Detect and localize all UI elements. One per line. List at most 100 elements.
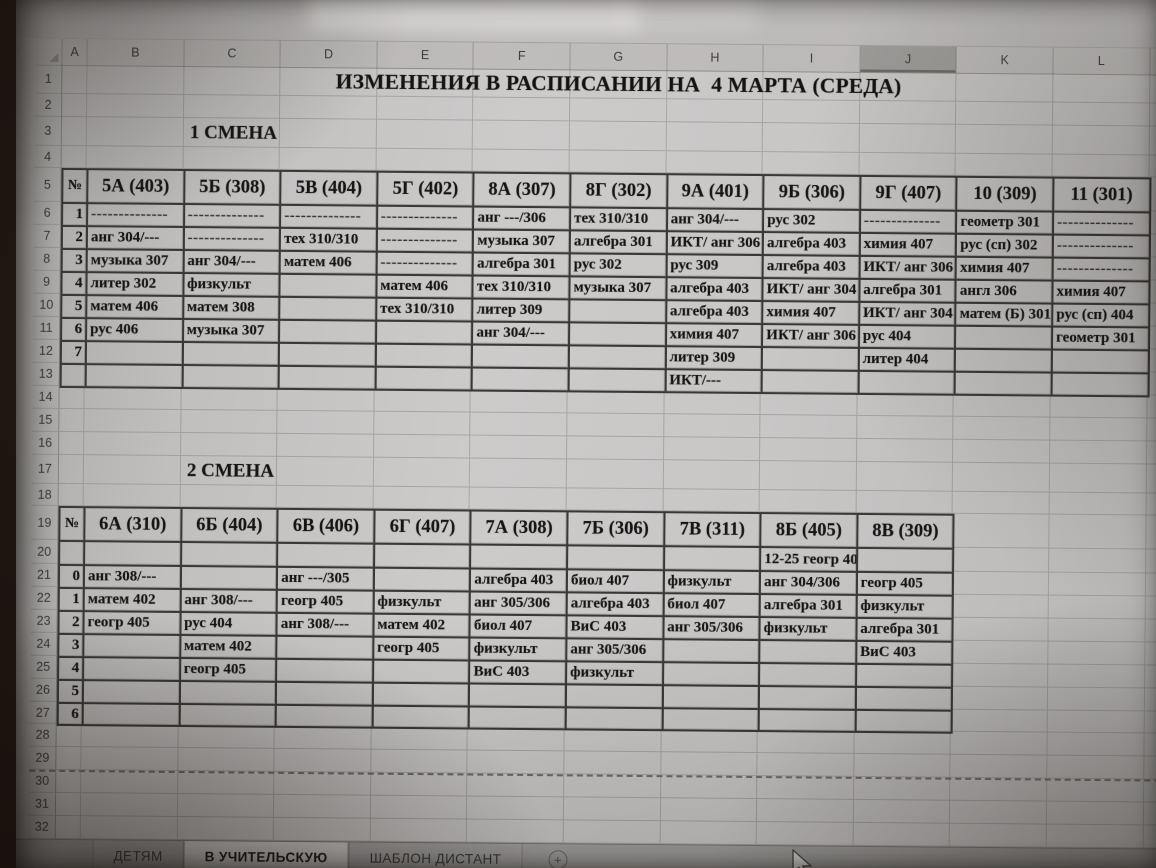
grid-cell[interactable] [370,818,468,843]
grid-cell[interactable] [1143,825,1156,849]
grid-cell[interactable] [1149,73,1156,104]
row-header-10[interactable]: 10 [33,293,61,317]
class-header-cell[interactable]: 9Б (306) [763,175,861,210]
class-header-cell[interactable]: 8Г (302) [570,173,668,209]
schedule-cell[interactable] [662,708,760,732]
class-header-cell[interactable]: 7А (308) [470,510,568,546]
grid-cell[interactable] [952,547,1050,573]
class-header-cell[interactable]: 6В (406) [277,508,375,544]
grid-cell[interactable] [183,95,281,119]
grid-cell[interactable] [276,485,374,509]
lesson-number-cell[interactable]: 5 [61,294,87,319]
lesson-number-cell[interactable]: 3 [61,248,87,273]
lesson-number-cell[interactable]: 6 [57,702,83,726]
column-header-L[interactable]: L [1053,47,1151,75]
row-header-21[interactable]: 21 [30,563,59,587]
lesson-number-cell[interactable]: 5 [57,679,84,704]
grid-cell[interactable] [950,800,1047,825]
schedule-cell[interactable]: биол 407 [566,569,664,594]
grid-cell[interactable] [953,462,1050,493]
schedule-cell[interactable]: анг 305/306 [663,616,760,641]
schedule-cell[interactable]: анг ---/305 [277,566,374,591]
grid-cell[interactable] [663,414,761,439]
schedule-cell[interactable] [82,703,180,726]
grid-cell[interactable] [564,728,662,753]
schedule-cell[interactable]: анг 305/306 [470,591,567,616]
grid-cell[interactable] [1149,103,1156,127]
grid-cell[interactable] [853,822,951,847]
schedule-cell[interactable] [955,325,1053,350]
grid-cell[interactable] [467,796,565,821]
shift2-label-cell[interactable]: 2 СМЕНА [186,459,275,482]
grid-cell[interactable] [666,151,763,175]
grid-cell[interactable] [1047,755,1144,780]
schedule-cell[interactable] [276,635,374,660]
schedule-cell[interactable] [761,370,859,394]
schedule-cell[interactable]: химия 407 [859,232,957,257]
grid-cell[interactable] [376,119,474,150]
lesson-number-cell[interactable]: 1 [62,202,88,227]
row-header-19[interactable]: 19 [31,505,59,540]
grid-cell[interactable] [181,387,278,411]
schedule-cell[interactable]: ИКТ/ анг 306 [762,324,859,348]
schedule-cell[interactable] [82,680,180,704]
schedule-cell[interactable] [855,709,953,733]
grid-cell[interactable] [563,797,661,822]
grid-cell[interactable] [84,386,182,411]
schedule-cell[interactable] [663,546,761,572]
schedule-cell[interactable]: физкульт [373,590,471,615]
grid-cell[interactable] [853,799,951,824]
grid-cell[interactable] [1052,154,1150,178]
schedule-cell[interactable] [373,543,471,569]
grid-cell[interactable] [564,751,662,776]
schedule-cell[interactable] [279,342,376,367]
schedule-cell[interactable]: матем 402 [179,635,277,659]
grid-cell[interactable] [55,792,82,817]
schedule-cell[interactable] [469,683,567,708]
lesson-number-cell[interactable] [59,540,85,566]
grid-cell[interactable] [854,730,952,755]
grid-cell[interactable] [950,823,1047,848]
column-header-A[interactable]: A [62,38,88,66]
grid-cell[interactable] [472,149,570,173]
schedule-cell[interactable] [372,682,470,707]
grid-cell[interactable] [274,771,372,796]
lesson-number-cell[interactable]: 4 [58,656,84,681]
grid-cell[interactable] [180,410,278,434]
row-header-12[interactable]: 12 [32,339,61,363]
class-header-cell[interactable]: 5А (403) [87,169,185,205]
grid-cell[interactable] [373,434,471,459]
schedule-cell[interactable]: тех 310/310 [472,275,570,300]
grid-cell[interactable] [856,438,954,463]
grid-cell[interactable] [569,121,667,152]
schedule-cell[interactable] [275,704,373,728]
grid-cell[interactable] [274,725,372,750]
schedule-cell[interactable] [759,640,857,664]
row-header-3[interactable]: 3 [34,116,62,146]
schedule-cell[interactable]: рус 309 [666,254,763,279]
schedule-cell[interactable]: матем 308 [182,296,280,320]
select-all-corner[interactable] [35,38,63,65]
schedule-cell[interactable] [469,706,566,730]
schedule-cell[interactable] [182,365,280,389]
grid-cell[interactable] [470,458,567,489]
column-header-partial[interactable] [1149,48,1156,75]
row-header-11[interactable]: 11 [33,316,61,340]
grid-cell[interactable] [1144,642,1156,666]
schedule-cell[interactable]: геометр 301 [956,210,1054,235]
schedule-cell[interactable] [277,542,375,568]
class-header-cell[interactable]: 5Б (308) [183,170,281,205]
class-header-cell[interactable]: 11 (301) [1053,177,1151,213]
row-header-1[interactable]: 1 [35,63,63,94]
grid-cell[interactable] [950,754,1048,779]
schedule-cell[interactable]: физкульт [856,594,954,619]
schedule-cell[interactable]: анг 304/--- [86,226,184,251]
grid-cell[interactable] [61,93,88,118]
grid-cell[interactable] [1046,801,1144,826]
column-header-E[interactable]: E [377,41,475,69]
schedule-cell[interactable]: рус (сп) 404 [1052,303,1149,328]
column-header-I[interactable]: I [763,45,861,72]
row-header-24[interactable]: 24 [30,632,58,656]
grid-cell[interactable] [277,433,375,458]
schedule-cell[interactable]: музыка 307 [86,249,184,274]
